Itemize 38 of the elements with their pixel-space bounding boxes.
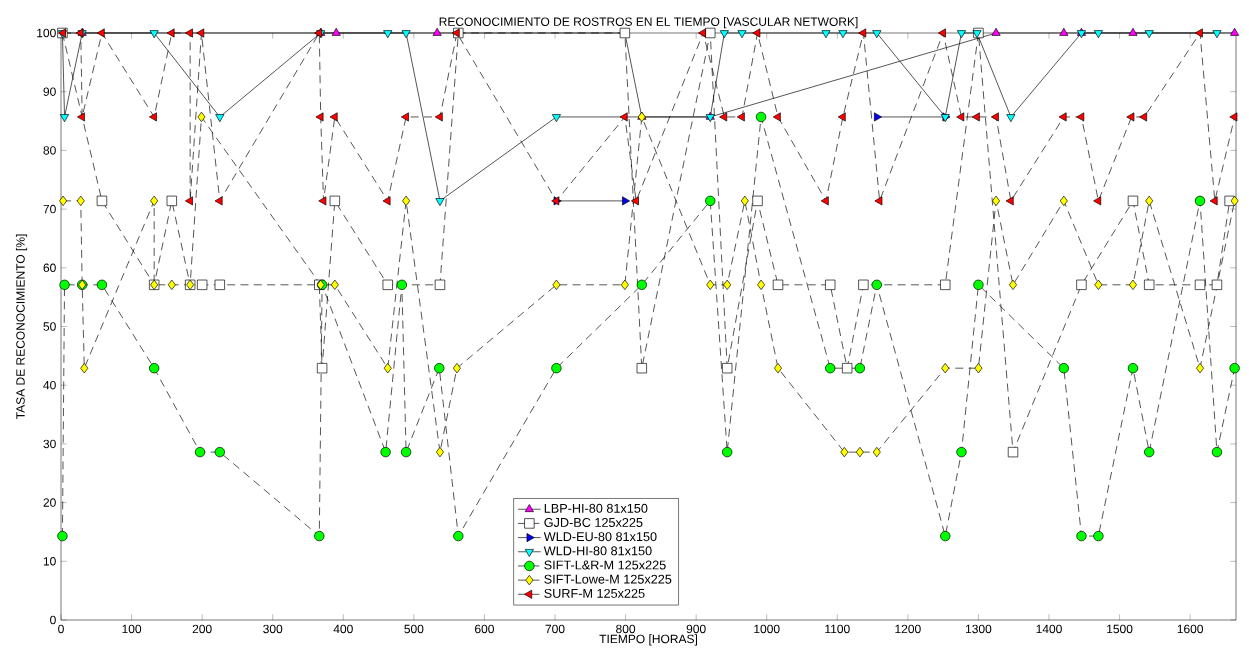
y-tick-label: 70 bbox=[43, 204, 56, 214]
y-tick-label: 80 bbox=[43, 146, 56, 155]
chart-title: RECONOCIMIENTO DE ROSTROS EN EL TIEMPO [VASCULAR NETWORK] bbox=[439, 17, 858, 29]
x-tick-label: 700 bbox=[545, 624, 565, 634]
x-tick-label: 300 bbox=[263, 624, 283, 634]
x-tick-label: 1100 bbox=[825, 624, 850, 634]
x-tick-label: 500 bbox=[404, 624, 424, 634]
x-tick-label: 200 bbox=[192, 624, 212, 634]
legend-label: SIFT-Lowe-M 125x225 bbox=[544, 574, 672, 584]
legend-label: GJD-BC 125x225 bbox=[544, 518, 643, 527]
legend-label: WLD-HI-80 81x150 bbox=[543, 546, 652, 556]
y-tick-label: 50 bbox=[43, 322, 56, 331]
x-tick-label: 800 bbox=[616, 624, 636, 634]
y-tick-label: 40 bbox=[43, 380, 56, 390]
y-tick-label: 20 bbox=[43, 498, 56, 507]
legend-label: LBP-HI-80 81x150 bbox=[544, 503, 648, 513]
legend-label: SURF-M 125x225 bbox=[544, 588, 645, 598]
x-tick-label: 600 bbox=[475, 624, 494, 634]
x-axis-title: TIEMPO [HORAS] bbox=[599, 634, 697, 646]
x-tick-label: 1200 bbox=[895, 624, 921, 634]
x-tick-label: 400 bbox=[333, 624, 353, 634]
x-tick-label: 1600 bbox=[1177, 624, 1204, 634]
x-tick-label: 100 bbox=[122, 624, 142, 634]
y-tick-label: 100 bbox=[37, 28, 56, 38]
y-tick-label: 90 bbox=[43, 87, 56, 96]
x-tick-label: 1400 bbox=[1036, 624, 1062, 634]
y-tick-label: 10 bbox=[43, 557, 56, 566]
y-tick-label: 30 bbox=[43, 439, 56, 449]
y-tick-label: 0 bbox=[50, 615, 56, 625]
x-tick-label: 1000 bbox=[754, 624, 780, 634]
x-tick-label: 0 bbox=[58, 624, 64, 634]
y-tick-label: 60 bbox=[43, 263, 56, 273]
y-axis-title: TASA DE RECONOCIMIENTO [%] bbox=[15, 234, 28, 420]
legend-label: WLD-EU-80 81x150 bbox=[543, 532, 657, 542]
x-tick-label: 900 bbox=[686, 624, 706, 634]
legend-label: SIFT-L&R-M 125x225 bbox=[544, 560, 666, 570]
x-tick-label: 1300 bbox=[966, 624, 992, 634]
x-tick-label: 1500 bbox=[1107, 624, 1133, 634]
